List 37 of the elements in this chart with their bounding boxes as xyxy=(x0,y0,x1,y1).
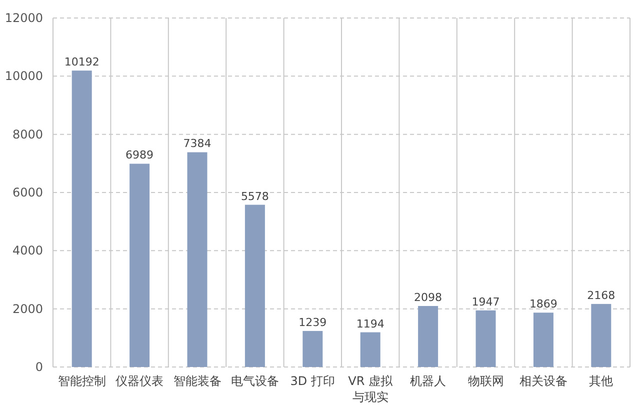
x-tick-label: 智能装备 xyxy=(173,374,222,388)
x-tick-label: 机器人 xyxy=(410,374,446,388)
data-label: 2098 xyxy=(414,290,442,304)
data-label: 1239 xyxy=(298,316,327,329)
y-tick-label: 8000 xyxy=(12,127,43,142)
bar xyxy=(187,152,208,367)
x-tick-label: 3D 打印 xyxy=(290,374,335,388)
data-label: 10192 xyxy=(64,56,100,69)
x-tick-label: VR 虚拟与现实 xyxy=(348,374,394,404)
x-tick-label: 电气设备 xyxy=(230,374,279,388)
bar xyxy=(360,332,380,367)
y-tick-label: 10000 xyxy=(4,69,43,84)
y-tick-label: 2000 xyxy=(12,302,43,316)
bar xyxy=(72,70,92,367)
x-tick-label: 相关设备 xyxy=(519,374,568,388)
x-tick-label: 其他 xyxy=(589,374,614,388)
bar xyxy=(130,164,150,367)
data-label: 6989 xyxy=(126,148,154,162)
data-label: 5578 xyxy=(240,190,269,203)
x-tick-label: 仪器仪表 xyxy=(116,374,164,388)
x-tick-label: 智能控制 xyxy=(58,374,106,388)
data-label: 1869 xyxy=(529,298,558,311)
data-label: 7384 xyxy=(183,137,212,150)
bar xyxy=(244,204,265,367)
y-tick-label: 0 xyxy=(35,360,43,374)
bar xyxy=(533,312,554,367)
bar xyxy=(476,310,496,367)
x-tick-label: 物联网 xyxy=(468,374,504,388)
data-label: 2168 xyxy=(587,288,616,302)
bar xyxy=(418,306,438,367)
y-tick-label: 4000 xyxy=(12,244,43,258)
y-tick-label: 6000 xyxy=(12,186,43,200)
bar xyxy=(302,330,323,367)
y-tick-label: 12000 xyxy=(4,11,43,25)
data-label: 1947 xyxy=(472,295,500,308)
bar xyxy=(591,304,612,367)
data-label: 1194 xyxy=(356,317,384,330)
